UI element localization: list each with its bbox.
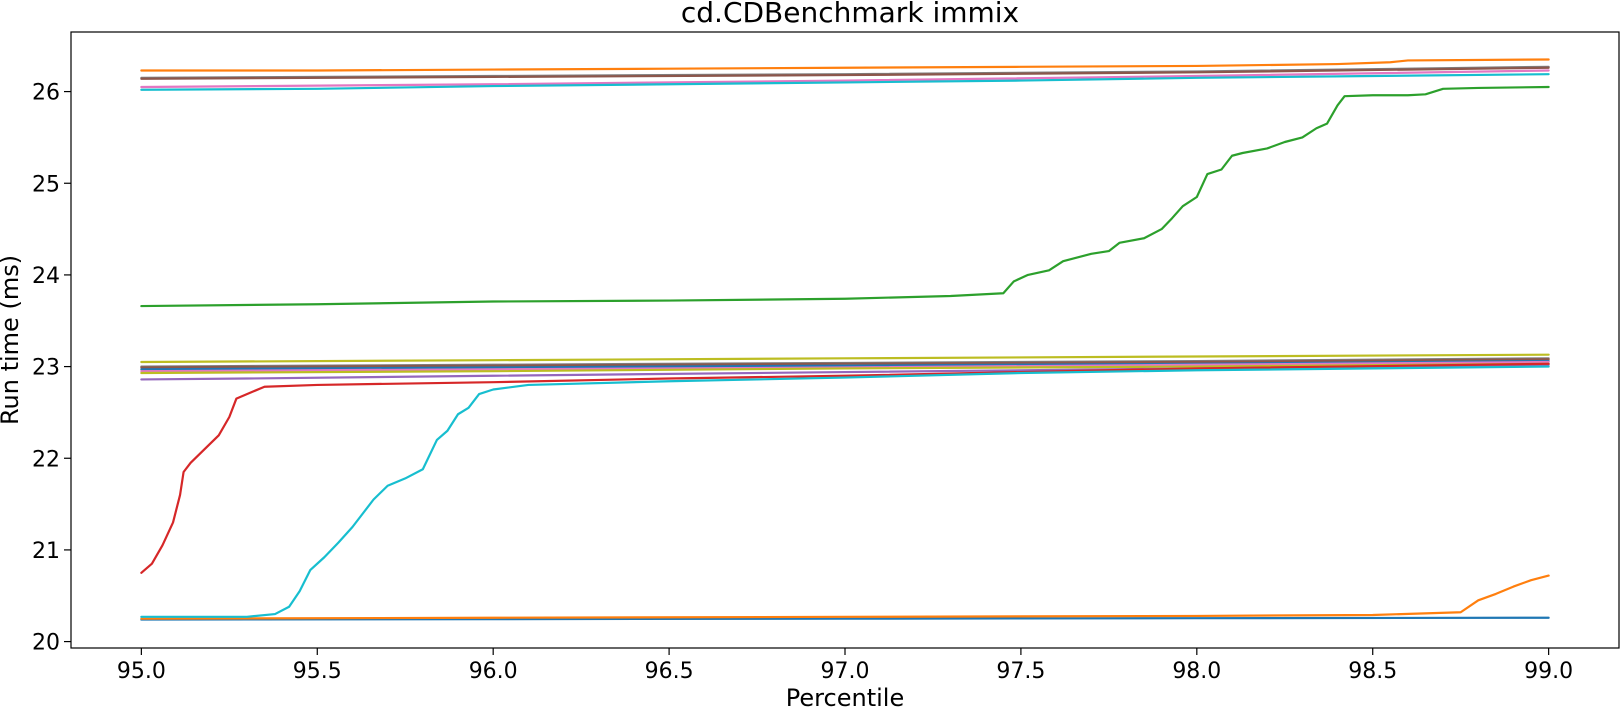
y-tick-label: 24 [32,264,60,289]
series-line-7 [140,73,1550,91]
chart-title: cd.CDBenchmark immix [681,0,1019,29]
series-line-2 [140,574,1550,620]
series-line-5 [140,66,1550,80]
x-tick-label: 96.5 [645,659,694,684]
plot-frame [70,31,1620,649]
series-line-3 [140,58,1550,72]
series-line-6 [140,69,1550,89]
x-tick-label: 97.5 [996,659,1045,684]
x-axis-ticks: 95.0 95.5 96.0 96.5 97.0 97.5 98.0 98.5 99.0 [117,648,1573,684]
series-line-1 [140,616,1550,621]
y-tick-label: 21 [32,539,60,564]
y-tick-label: 25 [32,172,60,197]
x-axis-label: Percentile [786,684,904,710]
series-line-8 [140,85,1550,308]
y-tick-label: 26 [32,81,60,106]
series-line-17 [140,365,1550,618]
series-line-9 [140,353,1550,364]
x-tick-label: 98.5 [1348,659,1397,684]
x-tick-label: 99.0 [1524,659,1573,684]
y-axis-ticks: 20 21 22 23 24 25 26 [32,81,71,656]
y-tick-label: 20 [32,631,60,656]
x-tick-label: 96.0 [469,659,518,684]
x-tick-label: 98.0 [1172,659,1221,684]
x-tick-label: 95.5 [293,659,342,684]
series-line-11 [140,358,1550,369]
x-tick-label: 97.0 [821,659,870,684]
series-line-16 [140,362,1550,574]
x-tick-label: 95.0 [117,659,166,684]
series-line-14 [140,362,1550,375]
y-tick-label: 22 [32,447,60,472]
series-lines [140,58,1550,621]
y-axis-label: Run time (ms) [0,255,24,425]
y-tick-label: 23 [32,356,60,381]
